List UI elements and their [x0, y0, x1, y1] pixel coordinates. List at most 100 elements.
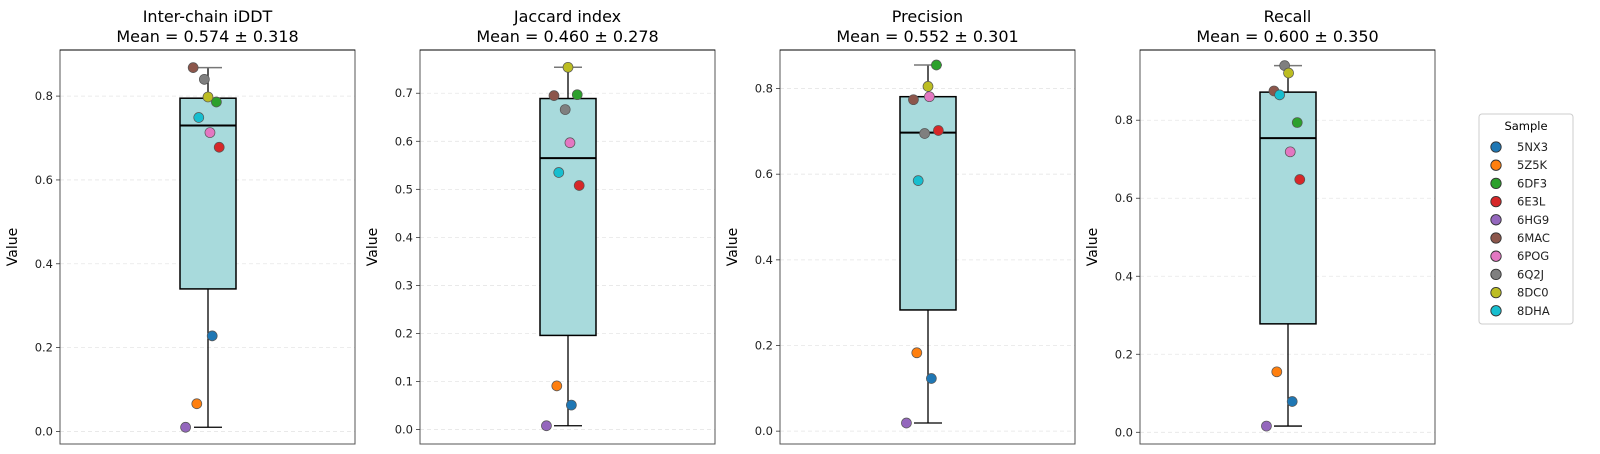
panel-subtitle: Mean = 0.574 ± 0.318	[116, 27, 298, 46]
data-point-5z5k	[1271, 366, 1283, 378]
y-tick-label: 0.5	[395, 182, 413, 196]
data-point-5z5k	[191, 398, 203, 410]
y-axis-label: Value	[365, 228, 381, 266]
y-tick-label: 0.4	[1115, 269, 1133, 283]
panel-title: Jaccard index	[513, 7, 621, 26]
legend-label: 8DC0	[1517, 286, 1549, 300]
data-point-6hg9	[1261, 420, 1272, 432]
y-tick-label: 0.2	[755, 339, 773, 353]
data-point-6df3	[931, 59, 942, 71]
legend-marker-5z5k	[1490, 159, 1502, 171]
y-axis-label: Value	[725, 228, 741, 266]
data-point-8dha	[193, 112, 205, 123]
data-point-6pog	[204, 127, 216, 138]
legend-label: 6Q2J	[1517, 267, 1544, 281]
y-tick-label: 0.6	[35, 173, 53, 187]
y-tick-label: 0.0	[1115, 425, 1133, 439]
legend: Sample 5NX3 5Z5K 6DF3 6E3L 6HG9 6MAC 6POG 6Q2J 8D…	[1478, 113, 1574, 325]
data-point-6hg9	[180, 421, 191, 433]
iqr-box	[539, 97, 597, 337]
data-point-6df3	[571, 89, 583, 101]
y-tick-label: 0.4	[395, 230, 413, 244]
y-tick-label: 0.2	[395, 326, 413, 340]
data-point-5z5k	[911, 347, 923, 359]
legend-marker-6pog	[1490, 250, 1502, 262]
legend-label: 6E3L	[1517, 195, 1546, 209]
data-point-6pog	[924, 91, 935, 103]
iqr-box	[1259, 91, 1317, 325]
panel-title: Recall	[1264, 7, 1312, 26]
data-point-6e3l	[933, 125, 944, 136]
y-tick-label: 0.2	[1115, 347, 1133, 361]
legend-marker-5nx3	[1490, 141, 1502, 153]
data-point-6e3l	[213, 141, 225, 153]
legend-label: 8DHA	[1517, 304, 1550, 318]
legend-box	[1478, 113, 1574, 325]
data-point-6e3l	[1294, 174, 1306, 185]
data-point-6pog	[564, 137, 576, 149]
y-tick-label: 0.0	[35, 424, 53, 438]
y-axis-label: Value	[1085, 228, 1101, 266]
data-point-6df3	[211, 96, 222, 108]
legend-label: 6DF3	[1517, 176, 1547, 190]
iqr-box	[179, 97, 237, 290]
y-axis-label: Value	[5, 228, 21, 266]
data-point-5nx3	[1286, 396, 1298, 407]
data-point-6q2j	[199, 73, 210, 85]
y-tick-label: 0.6	[395, 134, 413, 148]
legend-label: 6HG9	[1517, 213, 1549, 227]
data-point-6q2j	[919, 128, 930, 139]
legend-marker-6hg9	[1490, 214, 1502, 226]
y-tick-label: 0.7	[395, 86, 413, 100]
legend-title: Sample	[1504, 119, 1547, 133]
y-tick-label: 0.8	[755, 82, 773, 96]
legend-marker-8dha	[1490, 305, 1502, 317]
data-point-6hg9	[901, 417, 912, 429]
legend-marker-6mac	[1490, 232, 1502, 244]
y-tick-label: 0.6	[755, 167, 773, 181]
data-point-6mac	[548, 90, 560, 101]
y-tick-label: 0.3	[395, 278, 413, 292]
data-point-5nx3	[206, 330, 218, 342]
data-point-8dc0	[562, 61, 574, 73]
data-point-5z5k	[551, 380, 563, 392]
y-tick-label: 0.0	[395, 423, 413, 437]
y-tick-label: 0.1	[395, 375, 413, 389]
y-tick-label: 0.8	[35, 89, 53, 103]
legend-label: 6POG	[1517, 249, 1549, 263]
data-point-6hg9	[541, 420, 552, 432]
y-tick-label: 0.6	[1115, 191, 1133, 205]
legend-marker-6df3	[1490, 177, 1502, 190]
data-point-6e3l	[573, 180, 585, 191]
iqr-box	[899, 95, 957, 311]
data-point-8dha	[553, 167, 565, 178]
panel-title: Inter-chain iDDT	[143, 7, 273, 26]
data-point-6df3	[1291, 117, 1303, 128]
panel-subtitle: Mean = 0.552 ± 0.301	[836, 27, 1018, 46]
y-tick-label: 0.8	[1115, 113, 1133, 127]
data-point-6mac	[187, 62, 199, 73]
panel-subtitle: Mean = 0.600 ± 0.350	[1196, 27, 1378, 46]
data-point-6q2j	[559, 104, 571, 115]
legend-marker-8dc0	[1490, 286, 1502, 299]
data-point-5nx3	[566, 399, 577, 411]
legend-label: 5Z5K	[1517, 158, 1548, 172]
panel-subtitle: Mean = 0.460 ± 0.278	[476, 27, 658, 46]
legend-label: 5NX3	[1517, 140, 1548, 154]
data-point-8dc0	[202, 91, 214, 103]
legend-label: 6MAC	[1517, 231, 1550, 245]
y-tick-label: 0.2	[35, 341, 53, 355]
data-point-8dc0	[922, 81, 934, 92]
y-tick-label: 0.0	[755, 424, 773, 438]
y-tick-label: 0.4	[35, 257, 53, 271]
data-point-5nx3	[926, 373, 937, 384]
panel-title: Precision	[892, 7, 963, 26]
data-point-8dha	[1274, 89, 1285, 101]
data-point-6pog	[1284, 146, 1296, 158]
